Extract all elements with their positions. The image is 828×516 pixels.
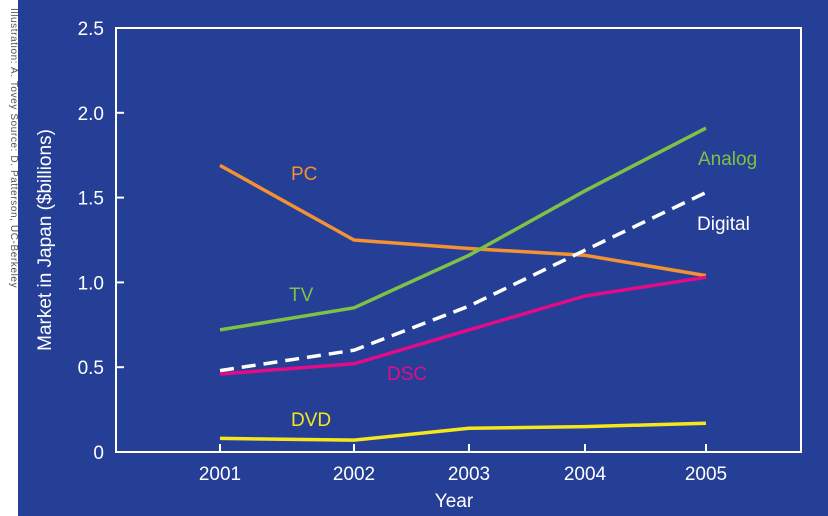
y-tick-label: 0.5	[78, 358, 104, 379]
series-lines	[219, 126, 707, 442]
series-line-dvd	[219, 421, 707, 442]
y-tick-label: 1.5	[78, 189, 104, 210]
annotation-pc: PC	[291, 164, 317, 185]
x-axis-title: Year	[435, 491, 474, 512]
chart-background	[18, 0, 828, 516]
plot-area	[115, 27, 802, 453]
credit-text: Illustration: A. Tovey Source: D. Patter…	[8, 8, 19, 288]
y-tick-label: 2.0	[78, 104, 104, 125]
x-tick-label: 2005	[685, 464, 727, 485]
y-axis-title: Market in Japan ($billions)	[35, 129, 56, 351]
series-line-dsc	[219, 275, 707, 376]
series-line-digital	[219, 190, 707, 373]
x-tick-label: 2003	[448, 464, 490, 485]
y-tick-label: 2.5	[78, 19, 104, 40]
annotation-tv: TV	[289, 285, 314, 306]
annotation-dvd: DVD	[291, 410, 331, 431]
series-line-pc	[219, 163, 707, 278]
x-tick-label: 2004	[564, 464, 607, 485]
annotation-dsc: DSC	[387, 364, 427, 385]
x-axis-ticks: 2001 2002 2003 2004 2005	[199, 444, 727, 485]
series-line-analog	[219, 126, 707, 332]
y-axis-ticks: 0 0.5 1.0 1.5 2.0 2.5	[78, 19, 124, 464]
x-tick-label: 2001	[199, 464, 241, 485]
annotation-digital: Digital	[697, 214, 750, 235]
y-tick-label: 1.0	[78, 273, 104, 294]
x-tick-label: 2002	[333, 464, 375, 485]
y-tick-label: 0	[93, 443, 104, 464]
annotation-analog: Analog	[698, 149, 757, 170]
